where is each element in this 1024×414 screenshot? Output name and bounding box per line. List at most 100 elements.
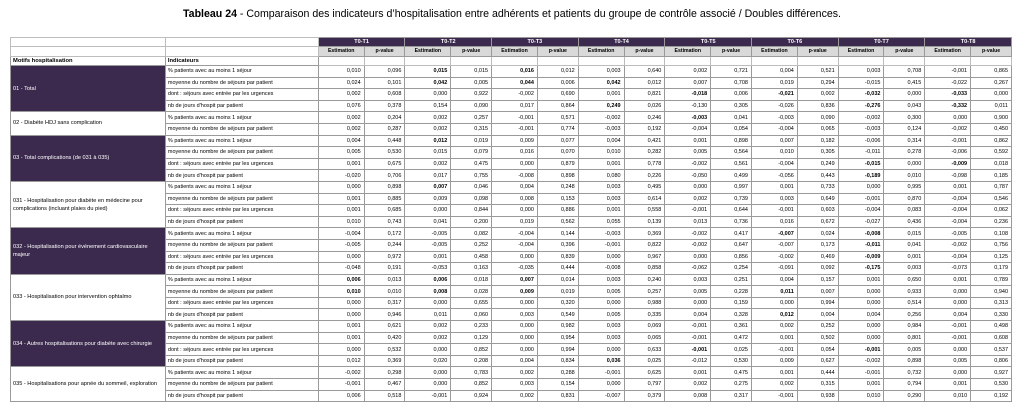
p-value-cell: 0,108 <box>970 227 1012 240</box>
p-value-cell: 0,822 <box>623 238 666 252</box>
indicator-cell: nb de jours d'hospit par patient <box>164 354 319 368</box>
p-value-cell: 0,649 <box>796 192 839 206</box>
p-value-cell: 0,378 <box>363 99 406 113</box>
p-value-cell: 0,675 <box>363 157 406 171</box>
p-value-cell: 0,655 <box>450 296 493 310</box>
estimation-cell: 0,000 <box>837 320 885 333</box>
table-row: nb de jours d'hospit par patient -0,020 0,… <box>11 169 1012 182</box>
p-value-cell: 0,546 <box>970 192 1012 206</box>
p-value-cell: 0,011 <box>970 99 1012 113</box>
p-value-cell: 0,821 <box>623 88 666 101</box>
motif-cell: 03 - Total complications (de 031 à 035) <box>10 134 166 182</box>
table-row: dont : séjours avec entrée par les urgen… <box>11 204 1012 217</box>
estimation-cell: 0,000 <box>577 343 625 356</box>
estimation-cell: -0,005 <box>404 238 452 252</box>
estimation-cell: 0,010 <box>837 389 885 403</box>
p-value-cell: 0,988 <box>623 296 666 310</box>
p-value-cell: 0,019 <box>450 134 493 148</box>
p-value-cell: 0,502 <box>796 331 839 345</box>
table-row: 032 - Hospitalisation pour événement car… <box>10 227 1012 275</box>
p-value-cell: 0,927 <box>970 366 1012 380</box>
estimation-cell: 0,042 <box>577 76 625 90</box>
p-value-cell: 0,313 <box>970 296 1012 310</box>
period-header: T0-T8 <box>924 37 1012 47</box>
p-value-cell: 0,249 <box>796 157 839 171</box>
p-value-cell: 0,537 <box>970 343 1012 356</box>
estimation-cell: 0,001 <box>664 366 712 380</box>
p-value-cell: 0,472 <box>710 331 752 345</box>
p-value-header: p-value <box>536 46 579 57</box>
estimation-cell: -0,008 <box>577 262 625 275</box>
p-value-cell: 0,282 <box>623 146 666 159</box>
p-value-cell: 0,736 <box>710 215 752 229</box>
p-value-cell: 0,608 <box>363 88 406 101</box>
p-value-cell: 0,200 <box>450 215 493 229</box>
estimation-cell: -0,008 <box>491 169 538 182</box>
table-row: nb de jours d'hospit par patient 0,076 0,3… <box>11 99 1012 113</box>
estimation-cell: 0,249 <box>577 99 625 113</box>
estimation-cell: 0,002 <box>750 378 798 391</box>
estimation-cell: -0,004 <box>924 215 972 229</box>
estimation-cell: 0,000 <box>924 111 972 124</box>
p-value-cell: 0,013 <box>363 273 406 287</box>
estimation-cell: -0,002 <box>577 111 625 124</box>
p-value-cell: 0,001 <box>883 250 926 264</box>
table-row: nb de jours d'hospit par patient 0,010 0,7… <box>11 215 1012 229</box>
p-value-cell: 0,499 <box>710 169 752 182</box>
estimation-cell: -0,001 <box>837 192 885 206</box>
p-value-cell: 0,025 <box>710 343 752 356</box>
p-value-cell: 0,361 <box>710 320 752 333</box>
estimation-cell: 0,000 <box>924 285 972 298</box>
estimation-cell: 0,002 <box>404 320 452 333</box>
column-header-row: Motifs hospitalisation Indicateurs <box>10 56 1012 66</box>
estimation-cell: -0,130 <box>664 99 712 113</box>
p-value-cell: 0,733 <box>796 180 839 194</box>
table-row: moyenne du nombre de séjours par patient… <box>11 146 1012 159</box>
estimation-cell: -0,189 <box>837 169 885 182</box>
motif-cell: 02 - Diabète HDJ sans complication <box>10 111 166 136</box>
p-value-cell: 0,625 <box>623 366 666 380</box>
p-value-cell: 0,248 <box>536 180 579 194</box>
estimation-cell: 0,003 <box>837 65 885 78</box>
estimation-cell: 0,000 <box>491 157 538 171</box>
indicator-cell: nb de jours d'hospit par patient <box>164 389 319 403</box>
indicator-cell: moyenne du nombre de séjours par patient <box>164 76 319 90</box>
p-value-cell: 0,743 <box>363 215 406 229</box>
p-value-cell: 0,026 <box>623 99 666 113</box>
p-value-cell: 0,294 <box>796 76 839 90</box>
p-value-cell: 0,521 <box>796 65 839 78</box>
p-value-cell: 0,706 <box>363 169 406 182</box>
p-value-header: p-value <box>623 46 666 57</box>
estimation-cell: 0,010 <box>317 65 365 78</box>
p-value-cell: 0,562 <box>536 215 579 229</box>
estimation-cell: -0,003 <box>577 122 625 136</box>
estimation-cell: -0,032 <box>837 88 885 101</box>
estimation-cell: -0,004 <box>491 227 538 240</box>
estimation-header: Estimation <box>317 46 365 57</box>
p-value-cell: 0,858 <box>623 262 666 275</box>
estimation-cell: 0,000 <box>491 296 538 310</box>
estimation-cell: 0,001 <box>664 134 712 148</box>
p-value-cell: 0,233 <box>450 320 493 333</box>
estimation-cell: 0,003 <box>577 180 625 194</box>
estimation-cell: 0,003 <box>491 308 538 322</box>
estimation-header: Estimation <box>750 46 798 57</box>
table-row: 034 - Autres hospitalisations pour diabè… <box>10 320 1012 368</box>
estimation-cell: 0,001 <box>924 273 972 287</box>
estimation-cell: -0,002 <box>491 88 538 101</box>
p-value-cell: 0,098 <box>450 192 493 206</box>
p-value-cell: 0,018 <box>450 273 493 287</box>
estimation-cell: 0,001 <box>317 331 365 345</box>
p-value-cell: 0,330 <box>970 308 1012 322</box>
estimation-cell: -0,001 <box>317 378 365 391</box>
p-value-cell: 0,172 <box>363 227 406 240</box>
estimation-cell: -0,027 <box>837 215 885 229</box>
estimation-cell: 0,002 <box>664 378 712 391</box>
estimation-cell: -0,091 <box>750 262 798 275</box>
indicator-cell: % patients avec au moins 1 séjour <box>164 320 319 333</box>
estimation-cell: 0,009 <box>750 354 798 368</box>
p-value-cell: 0,879 <box>536 157 579 171</box>
empty-cell <box>710 56 752 66</box>
empty-cell <box>491 56 538 66</box>
